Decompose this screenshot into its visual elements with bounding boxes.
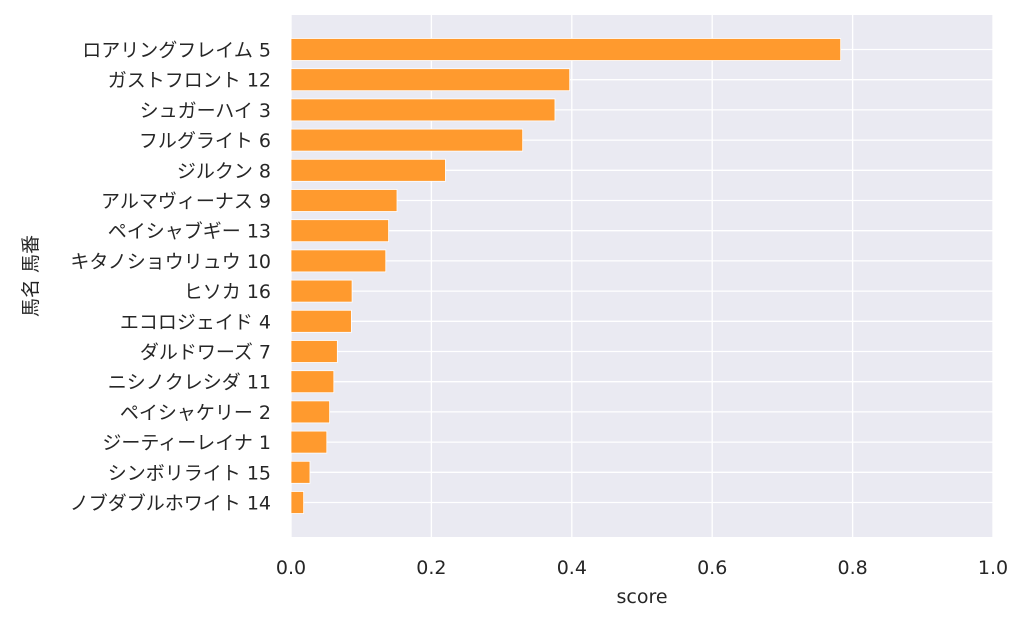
bar — [290, 430, 328, 454]
y-tick-label: シュガーハイ 3 — [140, 100, 271, 122]
y-tick-label: シンボリライト 15 — [108, 462, 271, 484]
y-tick-label: ロアリングフレイム 5 — [82, 40, 271, 62]
x-tick-label: 0.6 — [697, 557, 727, 579]
bar — [290, 158, 446, 182]
bar — [290, 491, 305, 514]
bar — [290, 309, 352, 333]
bar — [290, 189, 398, 212]
y-tick-label: ノブダブルホワイト 14 — [70, 492, 271, 515]
x-tick-label: 0.4 — [557, 557, 587, 579]
y-tick-label: キタノショウリュウ 10 — [70, 251, 271, 273]
plot-background — [291, 15, 993, 537]
x-tick-label: 0.2 — [416, 557, 446, 579]
bar — [290, 279, 353, 303]
x-axis-label: score — [616, 586, 667, 608]
y-tick-label: ペイシャケリー 2 — [120, 402, 271, 424]
y-tick-label: エコロジェイド 4 — [120, 311, 271, 333]
y-tick-label: ダルドワーズ 7 — [140, 342, 271, 364]
bar — [290, 219, 389, 243]
x-tick-label: 1.0 — [978, 557, 1008, 579]
bar — [290, 370, 335, 394]
bar — [290, 128, 524, 152]
bar — [290, 460, 311, 484]
y-tick-label: アルマヴィーナス 9 — [101, 191, 271, 213]
y-tick-label: フルグライト 6 — [139, 130, 271, 152]
bar — [290, 38, 842, 61]
y-tick-label: ニシノクレシダ 11 — [108, 372, 271, 394]
bar — [290, 98, 556, 122]
y-tick-label: ガストフロント 12 — [108, 70, 271, 92]
x-tick-label: 0.0 — [276, 557, 306, 579]
bar — [290, 400, 331, 424]
y-tick-label: ヒソカ 16 — [184, 281, 271, 303]
y-tick-labels: ロアリングフレイム 5 ガストフロント 12 シュガーハイ 3 フルグライト 6 ジルク… — [70, 40, 271, 515]
y-tick-label: ジルクン 8 — [177, 160, 271, 182]
bar — [290, 68, 571, 92]
x-tick-labels: 0.0 0.2 0.4 0.6 0.8 1.0 — [276, 557, 1008, 579]
bar — [290, 249, 387, 273]
bars — [290, 38, 842, 514]
bar — [290, 340, 338, 363]
y-tick-label: ペイシャブギー 13 — [108, 220, 271, 243]
x-tick-label: 0.8 — [837, 557, 867, 579]
y-axis-label: 馬名 馬番 — [20, 235, 42, 317]
y-tick-label: ジーティーレイナ 1 — [102, 432, 271, 454]
